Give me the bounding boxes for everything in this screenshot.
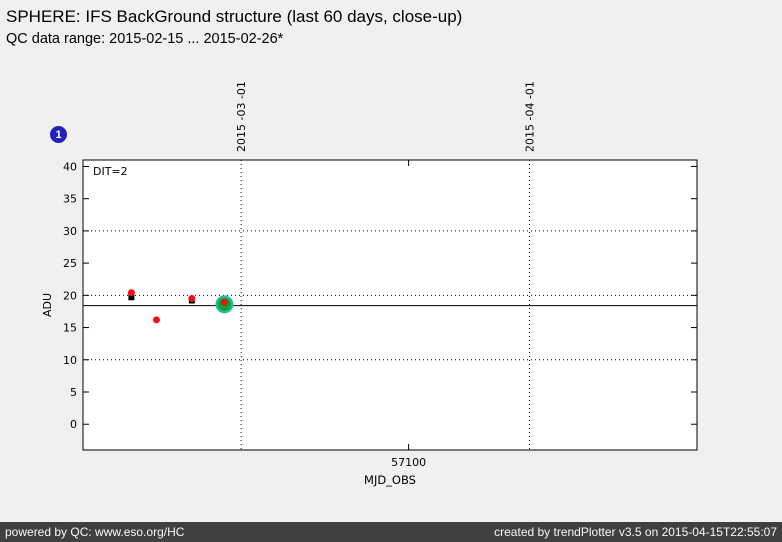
- latest-outer-ring-point: [215, 295, 234, 314]
- y-tick-label: 20: [63, 289, 77, 302]
- plot-group-badge[interactable]: 1: [50, 126, 67, 143]
- y-tick-label: 0: [70, 418, 77, 431]
- footer-powered-by[interactable]: powered by QC: www.eso.org/HC: [5, 525, 185, 539]
- plot-area: [82, 159, 698, 451]
- red-points-point: [188, 295, 196, 303]
- red-points-point: [127, 289, 135, 297]
- header: SPHERE: IFS BackGround structure (last 6…: [6, 6, 462, 49]
- footer-bar: powered by QC: www.eso.org/HC created by…: [0, 522, 782, 542]
- y-tick-label: 15: [63, 322, 77, 335]
- x-axis-label: MJD_OBS: [364, 473, 416, 487]
- y-tick-label: 25: [63, 257, 77, 270]
- y-tick-label: 35: [63, 193, 77, 206]
- y-tick-label: 30: [63, 225, 77, 238]
- footer-created-by: created by trendPlotter v3.5 on 2015-04-…: [494, 525, 777, 539]
- dit-annotation: DIT=2: [93, 165, 128, 178]
- y-tick-label: 5: [70, 386, 77, 399]
- x-tick-label: 57100: [391, 456, 426, 469]
- date-line-label: 2015 -04 -01: [524, 81, 537, 152]
- qc-data-range: QC data range: 2015-02-15 ... 2015-02-26…: [6, 31, 284, 48]
- red-points-point: [220, 298, 228, 306]
- red-points-point: [152, 316, 160, 324]
- y-axis-label: ADU: [41, 293, 54, 317]
- black-squares-point: [188, 297, 195, 304]
- y-tick-label: 10: [63, 354, 77, 367]
- latest-inner-point: [217, 297, 231, 311]
- date-line-label: 2015 -03 -01: [235, 81, 248, 152]
- black-squares-point: [128, 294, 135, 301]
- page-title: SPHERE: IFS BackGround structure (last 6…: [6, 7, 463, 26]
- y-tick-label: 40: [63, 160, 77, 173]
